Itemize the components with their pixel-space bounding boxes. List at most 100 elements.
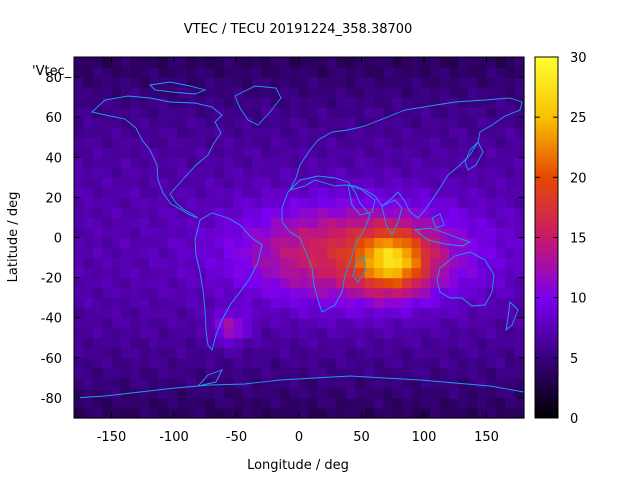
heatmap-cell bbox=[195, 77, 206, 88]
heatmap-cell bbox=[402, 207, 413, 219]
heatmap-cell bbox=[439, 397, 450, 409]
heatmap-cell bbox=[486, 277, 497, 289]
heatmap-cell bbox=[158, 327, 169, 339]
heatmap-cell bbox=[345, 147, 356, 158]
heatmap-cell bbox=[420, 387, 431, 399]
heatmap-cell bbox=[270, 307, 281, 319]
heatmap-cell bbox=[411, 407, 422, 419]
heatmap-cell bbox=[289, 257, 300, 269]
heatmap-cell bbox=[233, 397, 244, 409]
heatmap-cell bbox=[449, 177, 459, 188]
heatmap-cell bbox=[111, 117, 122, 128]
heatmap-cell bbox=[327, 207, 338, 219]
heatmap-cell bbox=[467, 397, 478, 409]
heatmap-cell bbox=[467, 167, 478, 178]
heatmap-cell bbox=[467, 317, 478, 329]
heatmap-cell bbox=[299, 177, 309, 188]
heatmap-cell bbox=[336, 187, 347, 198]
heatmap-cell bbox=[420, 277, 431, 289]
heatmap-cell bbox=[411, 347, 422, 359]
heatmap-cell bbox=[167, 227, 178, 239]
heatmap-cell bbox=[430, 187, 441, 198]
heatmap-cell bbox=[233, 117, 244, 128]
heatmap-cell bbox=[402, 197, 413, 209]
heatmap-cell bbox=[327, 357, 338, 369]
heatmap-cell bbox=[383, 127, 394, 138]
heatmap-cell bbox=[411, 217, 422, 229]
heatmap-cell bbox=[186, 287, 197, 299]
heatmap-cell bbox=[514, 67, 525, 78]
heatmap-cell bbox=[74, 117, 84, 128]
heatmap-cell bbox=[308, 217, 319, 229]
heatmap-cell bbox=[402, 247, 413, 259]
heatmap-cell bbox=[374, 117, 384, 128]
heatmap-cell bbox=[102, 127, 113, 138]
heatmap-cell bbox=[158, 77, 169, 88]
heatmap-cell bbox=[205, 207, 216, 219]
heatmap-cell bbox=[355, 227, 366, 239]
heatmap-cell bbox=[233, 107, 244, 118]
heatmap-cell bbox=[449, 247, 459, 259]
heatmap-cell bbox=[392, 327, 403, 339]
heatmap-cell bbox=[270, 297, 281, 309]
heatmap-cell bbox=[345, 197, 356, 209]
heatmap-cell bbox=[458, 357, 469, 369]
heatmap-cell bbox=[411, 177, 422, 188]
heatmap-cell bbox=[111, 267, 122, 279]
heatmap-cell bbox=[402, 217, 413, 229]
heatmap-cell bbox=[317, 157, 328, 168]
heatmap-cell bbox=[149, 217, 159, 229]
heatmap-cell bbox=[289, 117, 300, 128]
heatmap-cell bbox=[299, 297, 309, 309]
heatmap-cell bbox=[158, 347, 169, 359]
heatmap-cell bbox=[299, 57, 309, 68]
heatmap-cell bbox=[383, 377, 394, 389]
heatmap-cell bbox=[242, 367, 253, 379]
heatmap-cell bbox=[486, 227, 497, 239]
heatmap-cell bbox=[83, 217, 94, 229]
heatmap-cell bbox=[167, 147, 178, 158]
heatmap-cell bbox=[195, 87, 206, 98]
heatmap-cell bbox=[327, 377, 338, 389]
heatmap-cell bbox=[383, 267, 394, 279]
heatmap-cell bbox=[439, 377, 450, 389]
heatmap-cell bbox=[139, 187, 150, 198]
heatmap-cell bbox=[364, 157, 375, 168]
heatmap-cell bbox=[505, 287, 516, 299]
heatmap-cell bbox=[242, 87, 253, 98]
heatmap-cell bbox=[270, 167, 281, 178]
heatmap-cell bbox=[383, 247, 394, 259]
heatmap-cell bbox=[486, 387, 497, 399]
heatmap-cell bbox=[299, 127, 309, 138]
heatmap-cell bbox=[439, 147, 450, 158]
heatmap-cell bbox=[383, 187, 394, 198]
heatmap-cell bbox=[177, 67, 188, 78]
heatmap-cell bbox=[280, 277, 291, 289]
heatmap-cell bbox=[289, 317, 300, 329]
heatmap-cell bbox=[102, 97, 113, 108]
heatmap-cell bbox=[505, 157, 516, 168]
heatmap-cell bbox=[102, 377, 113, 389]
heatmap-cell bbox=[383, 157, 394, 168]
heatmap-cell bbox=[186, 57, 197, 68]
heatmap-cell bbox=[214, 327, 225, 339]
heatmap-cell bbox=[102, 367, 113, 379]
heatmap-cell bbox=[402, 57, 413, 68]
heatmap-cell bbox=[402, 227, 413, 239]
heatmap-cell bbox=[111, 277, 122, 289]
heatmap-cell bbox=[477, 407, 488, 419]
heatmap-cell bbox=[205, 307, 216, 319]
heatmap-cell bbox=[83, 197, 94, 209]
heatmap-cell bbox=[167, 57, 178, 68]
heatmap-cell bbox=[345, 227, 356, 239]
heatmap-cell bbox=[158, 357, 169, 369]
heatmap-cell bbox=[214, 77, 225, 88]
heatmap-cell bbox=[74, 397, 84, 409]
heatmap-cell bbox=[364, 387, 375, 399]
heatmap-cell bbox=[420, 317, 431, 329]
heatmap-cell bbox=[242, 177, 253, 188]
heatmap-cell bbox=[111, 177, 122, 188]
heatmap-cell bbox=[458, 267, 469, 279]
heatmap-cell bbox=[130, 217, 141, 229]
heatmap-cell bbox=[486, 157, 497, 168]
